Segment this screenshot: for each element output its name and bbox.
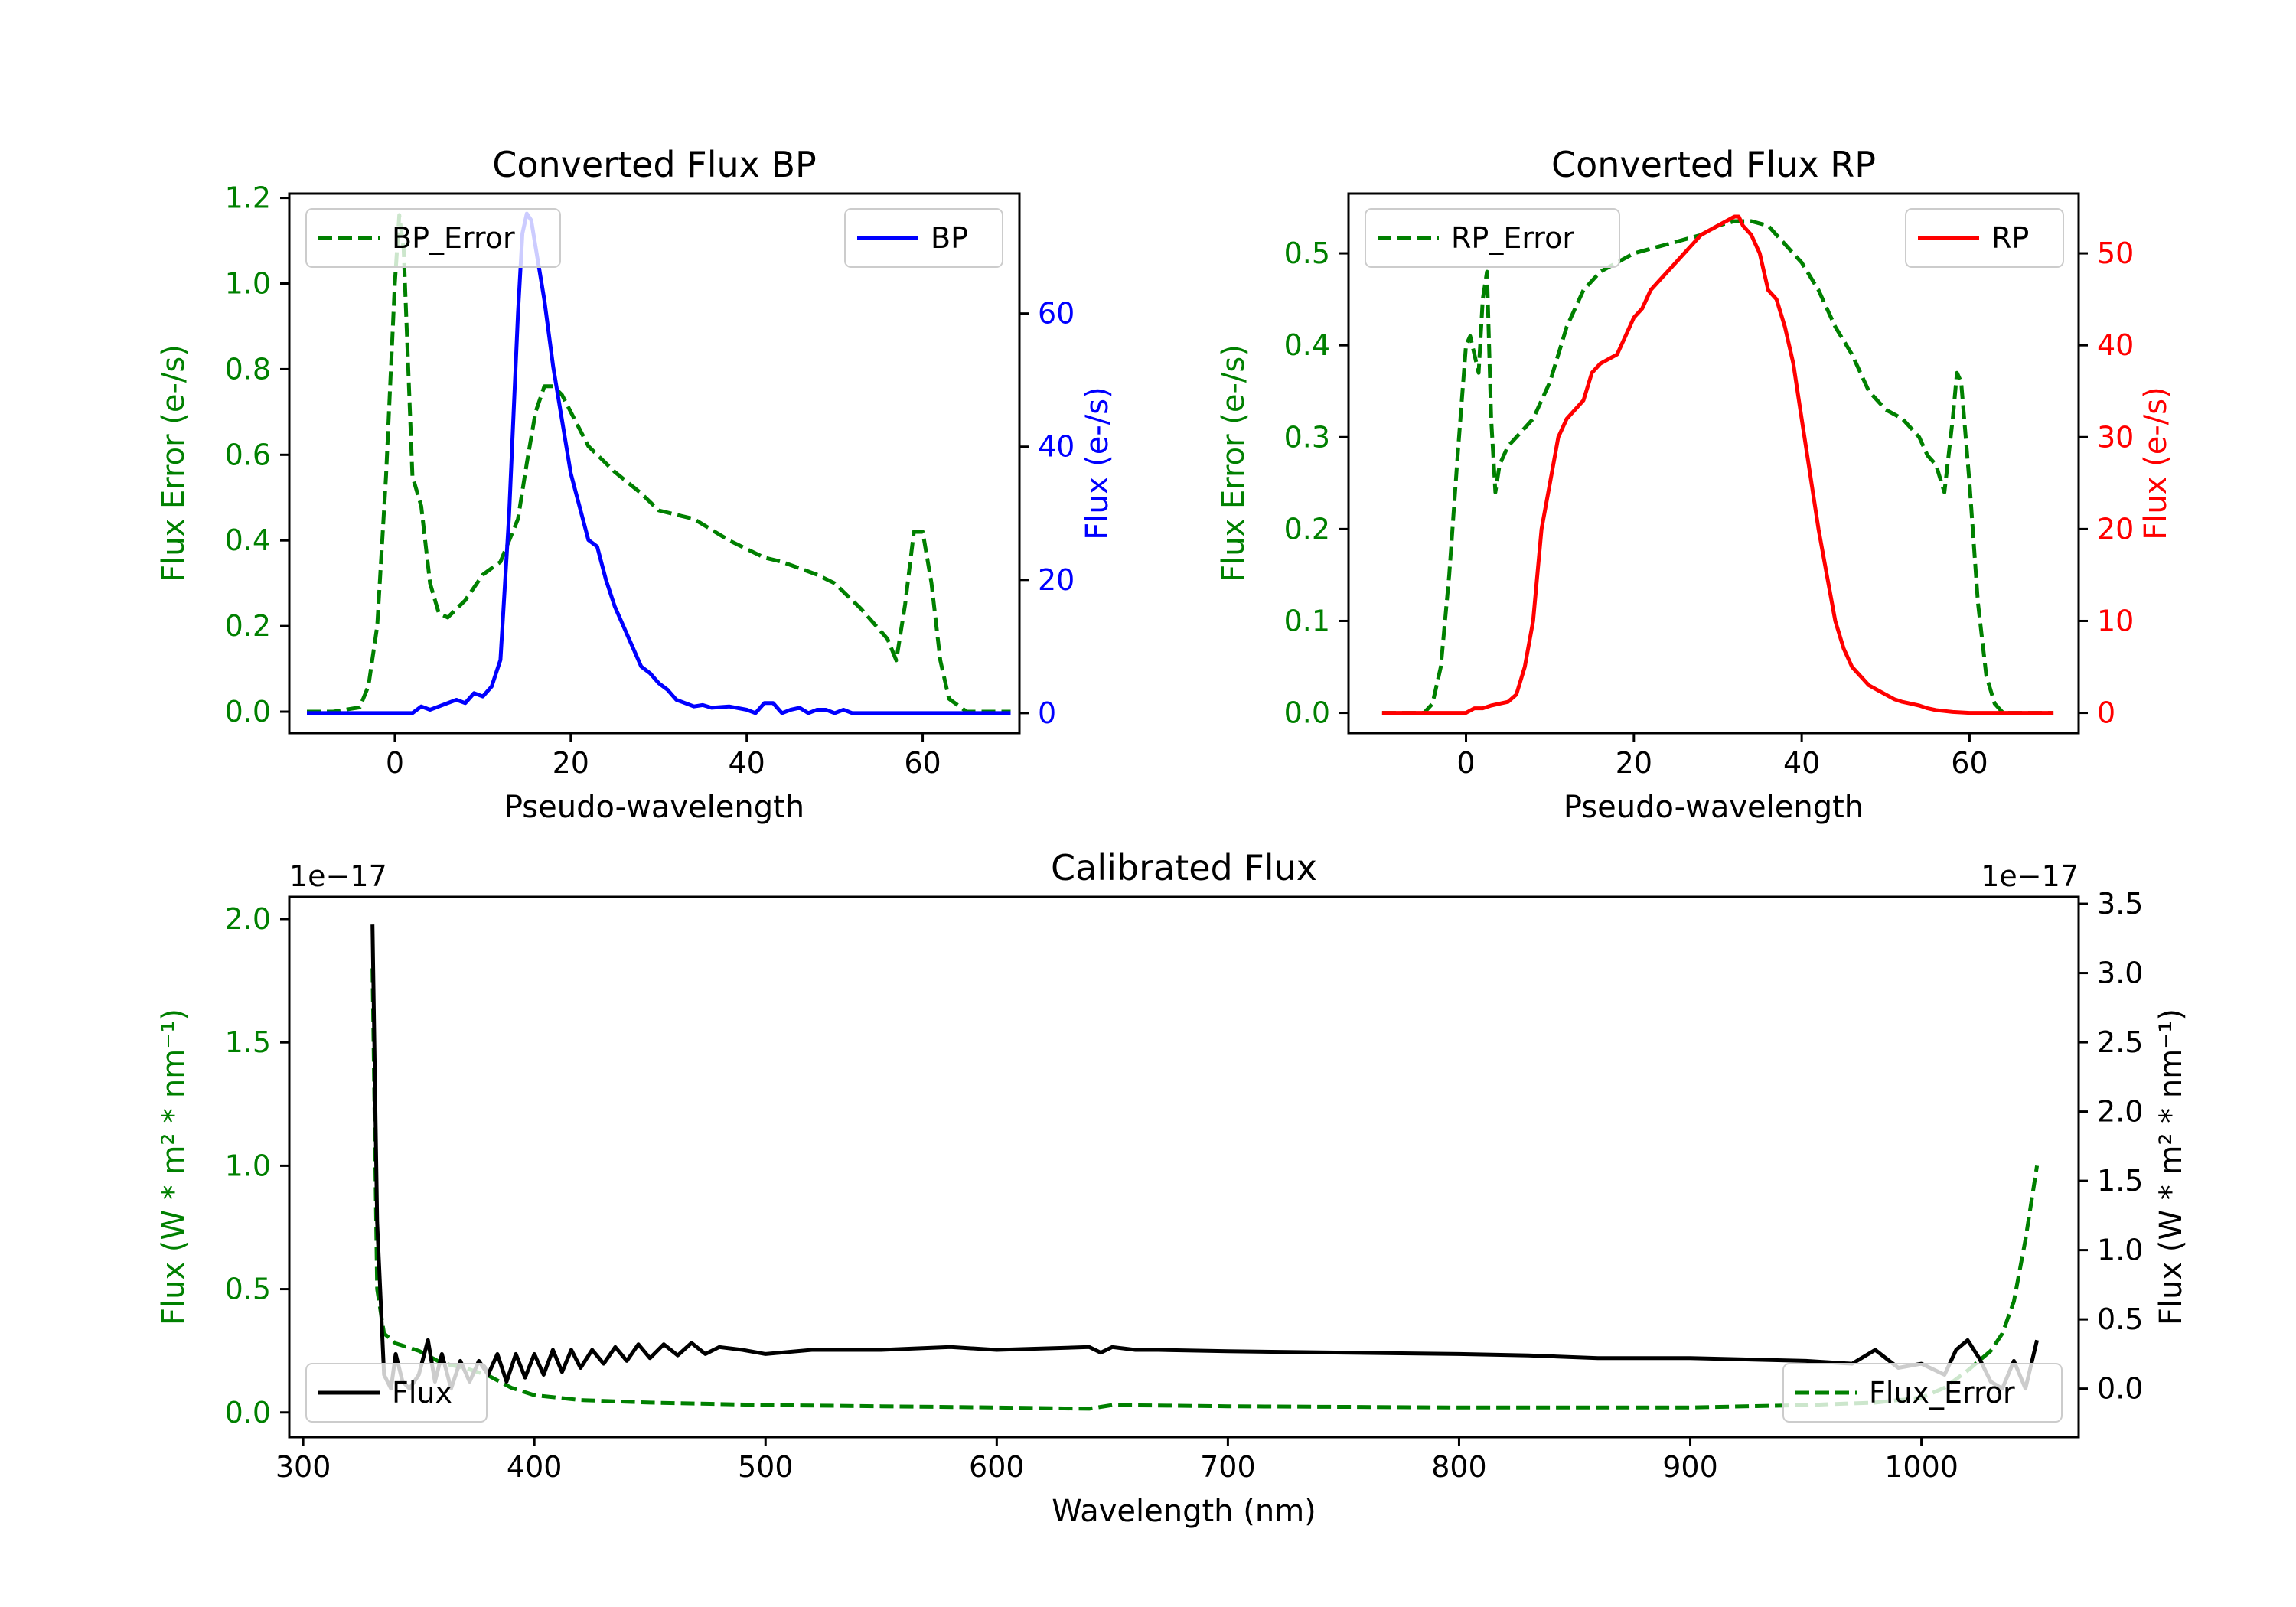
rp-y-right-tick-label: 30 xyxy=(2097,420,2134,454)
bp-series-bp xyxy=(307,211,1011,715)
rp-x-tick-label: 0 xyxy=(1456,746,1475,780)
rp-legend-left-box xyxy=(1365,208,1620,268)
calibrated-x-axis-label: Wavelength (nm) xyxy=(1052,1494,1316,1529)
bp-x-tick-label: 60 xyxy=(904,746,941,780)
bp-y-left-tick-label: 0.0 xyxy=(225,695,271,729)
bp-legend-left-label: BP_Error xyxy=(392,221,515,255)
bp-y-left-tick-label: 0.8 xyxy=(225,352,271,386)
calibrated-y-right-tick-label: 0.5 xyxy=(2097,1302,2143,1336)
rp-plot-frame xyxy=(1347,192,2080,735)
calibrated-y-left-tick-label: 2.0 xyxy=(225,902,271,936)
bp-y-right-axis-label: Flux (e-/s) xyxy=(1080,386,1115,539)
bp-x-tick-label: 0 xyxy=(386,746,404,780)
bp-legend-right-box xyxy=(844,208,1003,268)
calibrated-series-flux xyxy=(370,924,2040,1391)
calibrated-y-left-tick-label: 0.5 xyxy=(225,1273,271,1306)
bp-y-left-axis-label: Flux Error (e-/s) xyxy=(156,344,191,582)
bp-y-left-tick-label: 0.4 xyxy=(225,523,271,557)
rp-legend-right-box xyxy=(1905,208,2064,268)
rp-x-tick-label: 40 xyxy=(1783,746,1820,780)
calibrated-x-tick-label: 900 xyxy=(1662,1450,1718,1484)
rp-y-right-tick-label: 20 xyxy=(2097,512,2134,546)
calibrated-y-left-axis-label: Flux (W * m² * nm⁻¹) xyxy=(156,1009,191,1325)
rp-legend-right: RP xyxy=(1905,208,2064,268)
rp-y-left-axis-label: Flux Error (e-/s) xyxy=(1216,344,1251,582)
rp-y-left-tick-label: 0.3 xyxy=(1284,420,1330,454)
rp-series-rp xyxy=(1381,214,2054,715)
rp-x-axis-label: Pseudo-wavelength xyxy=(1564,790,1864,825)
rp-y-right-tick-label: 50 xyxy=(2097,236,2134,270)
calibrated-plot-frame xyxy=(288,895,2080,1439)
calibrated-y-right-tick-label: 1.5 xyxy=(2097,1164,2143,1198)
rp-chart: Converted Flux RP 0 20 40 60 0.0 0.1 0.2 0.3 0.4 0… xyxy=(1216,144,2174,825)
bp-y-left-tick-label: 0.6 xyxy=(225,438,271,471)
rp-x-tick-label: 60 xyxy=(1951,746,1988,780)
calibrated-legend-left-box xyxy=(305,1363,488,1423)
rp-y-right-axis-label: Flux (e-/s) xyxy=(2138,386,2174,539)
calibrated-y-right-offset: 1e−17 xyxy=(1981,859,2079,893)
bp-x-tick-label: 40 xyxy=(729,746,765,780)
calibrated-x-tick-label: 300 xyxy=(276,1450,331,1484)
bp-y-left-tick-label: 1.2 xyxy=(225,181,271,215)
calibrated-y-right-axis-label: Flux (W * m² * nm⁻¹) xyxy=(2154,1009,2189,1325)
calibrated-x-tick-label: 500 xyxy=(738,1450,794,1484)
calibrated-chart: Calibrated Flux 300 400 500 600 700 800 900 1000… xyxy=(156,847,2189,1529)
rp-x-tick-label: 20 xyxy=(1616,746,1652,780)
bp-y-right-tick-label: 40 xyxy=(1038,430,1075,464)
calibrated-y-right-tick-label: 1.0 xyxy=(2097,1234,2143,1267)
calibrated-y-left-offset: 1e−17 xyxy=(289,859,387,893)
calibrated-title: Calibrated Flux xyxy=(1051,847,1317,888)
calibrated-x-tick-label: 600 xyxy=(969,1450,1025,1484)
calibrated-x-tick-label: 700 xyxy=(1200,1450,1256,1484)
bp-legend-right: BP xyxy=(844,208,1003,268)
bp-y-left-tick-label: 0.2 xyxy=(225,609,271,643)
rp-y-left-tick-label: 0.2 xyxy=(1284,512,1330,546)
calibrated-legend-left: Flux xyxy=(305,1363,488,1423)
bp-y-left-tick-label: 1.0 xyxy=(225,267,271,301)
rp-y-right-tick-label: 40 xyxy=(2097,328,2134,362)
calibrated-y-left-tick-label: 0.0 xyxy=(225,1396,271,1429)
calibrated-x-tick-label: 800 xyxy=(1431,1450,1487,1484)
calibrated-x-tick-label: 400 xyxy=(507,1450,563,1484)
rp-legend-left-label: RP_Error xyxy=(1451,221,1574,255)
calibrated-y-right-tick-label: 3.5 xyxy=(2097,887,2143,921)
bp-legend-left-box xyxy=(305,208,561,268)
bp-x-axis-label: Pseudo-wavelength xyxy=(504,790,804,825)
rp-y-left-tick-label: 0.5 xyxy=(1284,236,1330,270)
calibrated-legend-right: Flux_Error xyxy=(1782,1363,2063,1423)
calibrated-y-right-tick-label: 2.5 xyxy=(2097,1025,2143,1059)
rp-legend-left: RP_Error xyxy=(1365,208,1620,268)
bp-y-right-tick-label: 20 xyxy=(1038,563,1075,597)
rp-title: Converted Flux RP xyxy=(1551,144,1876,185)
bp-y-right-tick-label: 60 xyxy=(1038,297,1075,331)
rp-y-left-tick-label: 0.4 xyxy=(1284,328,1330,362)
rp-y-right-tick-label: 10 xyxy=(2097,604,2134,637)
calibrated-y-right-tick-label: 3.0 xyxy=(2097,957,2143,990)
rp-legend-right-label: RP xyxy=(1991,221,2029,255)
calibrated-y-left-tick-label: 1.5 xyxy=(225,1025,271,1059)
bp-y-right-tick-label: 0 xyxy=(1038,696,1056,730)
calibrated-legend-right-label: Flux_Error xyxy=(1869,1376,2015,1410)
bp-plot-frame xyxy=(288,192,1021,735)
calibrated-series-flux-error xyxy=(370,968,2040,1411)
calibrated-y-right-tick-label: 2.0 xyxy=(2097,1095,2143,1129)
rp-y-left-tick-label: 0.1 xyxy=(1284,604,1330,637)
calibrated-y-right-tick-label: 0.0 xyxy=(2097,1372,2143,1406)
calibrated-legend-left-label: Flux xyxy=(392,1376,452,1410)
rp-series-rp-error xyxy=(1381,219,2054,715)
calibrated-legend-right-box xyxy=(1782,1363,2063,1423)
rp-y-left-tick-label: 0.0 xyxy=(1284,696,1330,730)
bp-chart: Converted Flux BP 0 20 40 60 0.0 0.2 0.4 0.6 0.8 1… xyxy=(156,144,1115,825)
bp-x-tick-label: 20 xyxy=(553,746,589,780)
bp-series-bp-error xyxy=(307,213,1011,714)
bp-legend-right-label: BP xyxy=(931,221,968,255)
calibrated-y-left-tick-label: 1.0 xyxy=(225,1149,271,1182)
bp-legend-left: BP_Error xyxy=(305,208,561,268)
rp-y-right-tick-label: 0 xyxy=(2097,696,2115,730)
calibrated-x-tick-label: 1000 xyxy=(1884,1450,1958,1484)
bp-title: Converted Flux BP xyxy=(492,144,817,185)
